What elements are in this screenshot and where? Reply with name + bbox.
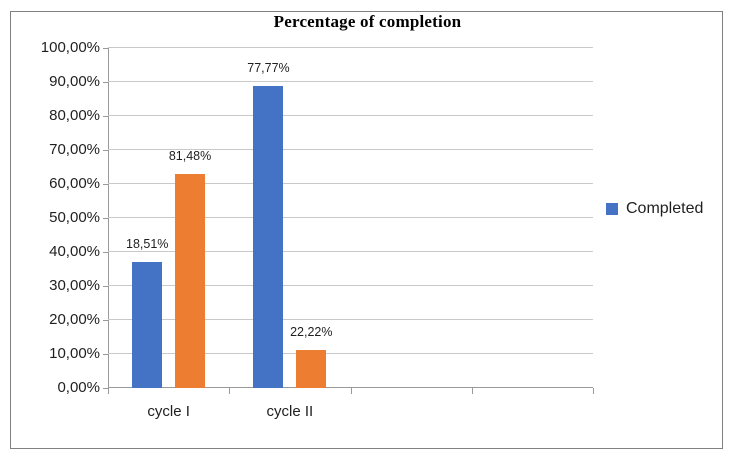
y-axis-tick-mark	[103, 218, 108, 219]
bar-data-label: 81,48%	[168, 148, 212, 163]
y-axis-tick-label: 90,00%	[49, 73, 100, 90]
gridline	[108, 183, 593, 184]
y-axis-tick-label: 20,00%	[49, 311, 100, 328]
y-axis-tick-label: 60,00%	[49, 175, 100, 192]
x-axis-line	[108, 387, 593, 388]
gridline	[108, 251, 593, 252]
x-axis-tick-mark	[471, 388, 473, 394]
gridline	[108, 149, 593, 150]
chart-outer-border	[10, 11, 723, 449]
bar-data-label: 22,22%	[290, 325, 333, 340]
gridline	[108, 47, 593, 48]
y-axis-tick-mark	[103, 184, 108, 185]
x-axis-tick-mark	[229, 388, 231, 394]
chart-title: Percentage of completion	[273, 12, 462, 31]
y-axis-tick-mark	[103, 388, 108, 389]
bar-data-label: 77,77%	[247, 60, 290, 75]
gridline	[108, 319, 593, 320]
chart-legend: Completed	[606, 200, 703, 218]
gridline	[108, 217, 593, 218]
category-label: cycle II	[266, 403, 314, 420]
bar-series2-cycle-I	[175, 173, 206, 388]
y-axis-line	[108, 48, 109, 388]
y-axis-tick-label: 50,00%	[49, 209, 100, 226]
y-axis-tick-mark	[103, 286, 108, 287]
y-axis-tick-label: 70,00%	[49, 141, 100, 158]
y-axis-tick-label: 80,00%	[49, 107, 100, 124]
gridline	[108, 81, 593, 82]
plot-area	[108, 47, 593, 388]
y-axis-tick-mark	[103, 252, 108, 253]
category-label: cycle I	[147, 403, 190, 420]
gridline	[108, 353, 593, 354]
y-axis-tick-mark	[103, 48, 108, 49]
legend-label: Completed	[626, 200, 704, 217]
y-axis-tick-label: 10,00%	[49, 345, 100, 362]
y-axis-tick-label: 30,00%	[49, 277, 100, 294]
y-axis-tick-mark	[103, 354, 108, 355]
y-axis-tick-mark	[103, 116, 108, 117]
y-axis-tick-mark	[103, 150, 108, 151]
x-axis-tick-mark	[108, 388, 109, 394]
gridline	[108, 285, 593, 286]
y-axis-tick-label: 40,00%	[49, 243, 100, 260]
bar-series2-cycle-II	[296, 350, 327, 388]
x-axis-tick-mark	[593, 388, 594, 394]
y-axis-tick-label: 100,00%	[40, 39, 100, 56]
bar-Completed-cycle-II	[253, 85, 284, 388]
legend-swatch-square-icon	[606, 203, 618, 215]
gridline	[108, 115, 593, 116]
y-axis-tick-mark	[103, 320, 108, 321]
bar-Completed-cycle-I	[132, 262, 163, 388]
y-axis-tick-label: 0,00%	[57, 379, 100, 396]
bar-data-label: 18,51%	[126, 237, 169, 252]
x-axis-tick-mark	[350, 388, 352, 394]
y-axis-tick-mark	[103, 82, 108, 83]
